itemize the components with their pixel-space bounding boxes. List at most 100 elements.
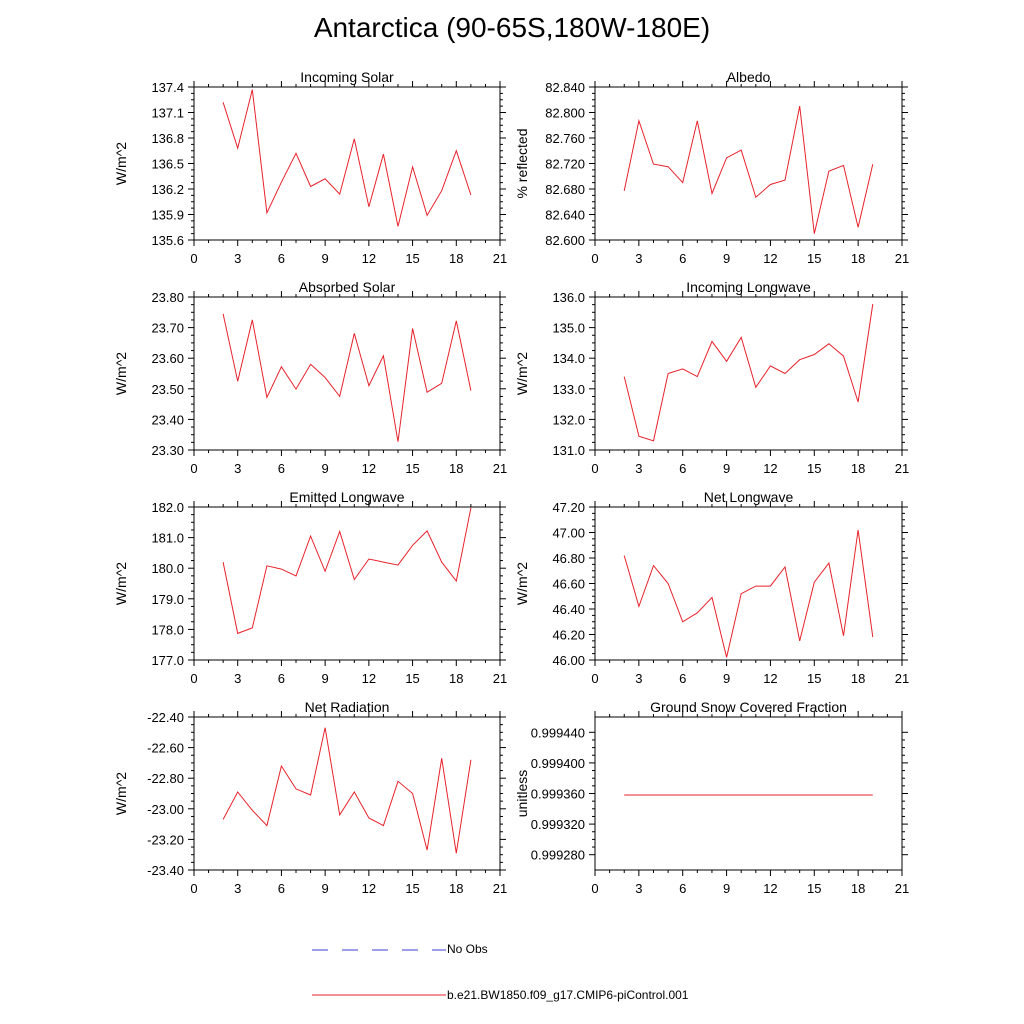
- chart-panel-3: Absorbed Solar W/m^2 0 3 6 9 12 15 18 21 23.30 23.4…: [113, 279, 507, 476]
- y-tick-label: 136.5: [151, 157, 184, 172]
- x-tick-label: 3: [635, 251, 642, 266]
- y-tick-label: 23.50: [151, 382, 184, 397]
- x-tick-label: 6: [679, 461, 686, 476]
- plot-frame: [594, 506, 903, 661]
- y-tick-label: 131.0: [552, 443, 585, 458]
- x-tick-label: 15: [807, 881, 821, 896]
- x-tick-label: 12: [362, 881, 376, 896]
- y-axis-label: W/m^2: [514, 562, 530, 605]
- y-tick-label: 178.0: [151, 622, 184, 637]
- y-tick-label: 23.40: [151, 412, 184, 427]
- y-tick-label: 0.999360: [531, 787, 585, 802]
- x-tick-label: 9: [723, 671, 730, 686]
- y-tick-label: 46.00: [552, 653, 585, 668]
- plot-frame: [594, 296, 903, 451]
- x-tick-label: 9: [723, 251, 730, 266]
- x-tick-label: 3: [234, 881, 241, 896]
- x-tick-label: 15: [807, 251, 821, 266]
- y-tick-label: 137.1: [151, 106, 184, 121]
- y-tick-label: 0.999280: [531, 848, 585, 863]
- x-tick-label: 6: [278, 461, 285, 476]
- x-tick-label: 18: [449, 671, 463, 686]
- y-tick-label: 136.2: [151, 182, 184, 197]
- y-tick-label: 82.600: [545, 233, 585, 248]
- y-tick-label: 136.8: [151, 131, 184, 146]
- x-tick-label: 6: [278, 251, 285, 266]
- x-tick-label: 21: [895, 881, 909, 896]
- x-tick-label: 12: [362, 251, 376, 266]
- y-tick-label: 133.0: [552, 382, 585, 397]
- y-tick-label: 135.9: [151, 208, 184, 223]
- panel-title: Absorbed Solar: [299, 279, 396, 295]
- plot-frame: [193, 716, 501, 871]
- y-tick-label: -23.20: [147, 832, 184, 847]
- y-tick-label: 82.640: [545, 208, 585, 223]
- y-tick-label: 136.0: [552, 290, 585, 305]
- panel-title: Albedo: [727, 69, 771, 85]
- x-tick-label: 0: [190, 461, 197, 476]
- y-axis-label: unitless: [514, 770, 530, 817]
- y-tick-label: 46.80: [552, 551, 585, 566]
- y-tick-label: 82.760: [545, 131, 585, 146]
- x-tick-label: 15: [405, 251, 419, 266]
- x-tick-label: 15: [405, 461, 419, 476]
- y-tick-label: 0.999440: [531, 725, 585, 740]
- series-line: [623, 303, 874, 442]
- plot-frame: [193, 506, 501, 661]
- x-tick-label: 15: [405, 881, 419, 896]
- x-tick-label: 9: [723, 881, 730, 896]
- x-tick-label: 9: [723, 461, 730, 476]
- x-tick-label: 9: [322, 881, 329, 896]
- series-line: [222, 313, 472, 442]
- y-tick-label: 82.800: [545, 106, 585, 121]
- plot-frame: [193, 86, 501, 241]
- x-tick-label: 3: [234, 671, 241, 686]
- y-tick-label: 46.60: [552, 577, 585, 592]
- y-axis-label: W/m^2: [113, 142, 129, 185]
- y-tick-label: 82.680: [545, 182, 585, 197]
- chart-panel-6: Net Longwave W/m^2 0 3 6 9 12 15 18 21 46.00 46.20 4…: [514, 489, 909, 686]
- y-axis-label: W/m^2: [113, 352, 129, 395]
- x-tick-label: 12: [763, 461, 777, 476]
- x-tick-label: 18: [449, 461, 463, 476]
- y-tick-label: -22.60: [147, 741, 184, 756]
- y-tick-label: 134.0: [552, 351, 585, 366]
- y-tick-label: 23.30: [151, 443, 184, 458]
- y-axis-label: W/m^2: [514, 352, 530, 395]
- series-line: [222, 507, 472, 635]
- x-tick-label: 0: [591, 671, 598, 686]
- legend-label-no-obs: No Obs: [447, 942, 488, 956]
- series-line: [222, 727, 472, 854]
- y-tick-label: -23.00: [147, 802, 184, 817]
- x-tick-label: 0: [190, 251, 197, 266]
- chart-panel-8: Ground Snow Covered Fraction unitless 0 3 6 9…: [514, 699, 909, 896]
- x-tick-label: 18: [851, 461, 865, 476]
- y-axis-label: % reflected: [514, 128, 530, 198]
- x-tick-label: 21: [493, 461, 507, 476]
- chart-panel-5: Emitted Longwave W/m^2 0 3 6 9 12 15 18 21 177.0 17…: [113, 489, 507, 686]
- x-tick-label: 21: [895, 251, 909, 266]
- panel-title: Emitted Longwave: [289, 489, 404, 505]
- x-tick-label: 9: [322, 461, 329, 476]
- legend-swatch-model: [312, 994, 446, 996]
- x-tick-label: 6: [278, 881, 285, 896]
- x-tick-label: 9: [322, 671, 329, 686]
- x-tick-label: 3: [234, 251, 241, 266]
- chart-panel-4: Incoming Longwave W/m^2 0 3 6 9 12 15 18 21 131.0 1…: [514, 279, 909, 476]
- y-tick-label: 182.0: [151, 500, 184, 515]
- x-tick-label: 12: [763, 671, 777, 686]
- chart-panel-1: Incoming Solar W/m^2 0 3 6 9 12 15 18 21 135.6 135.…: [113, 69, 507, 266]
- y-tick-label: 82.720: [545, 157, 585, 172]
- x-tick-label: 21: [493, 671, 507, 686]
- x-tick-label: 12: [362, 461, 376, 476]
- x-tick-label: 15: [405, 671, 419, 686]
- x-tick-label: 9: [322, 251, 329, 266]
- y-tick-label: 181.0: [151, 531, 184, 546]
- x-tick-label: 0: [591, 881, 598, 896]
- x-tick-label: 18: [851, 671, 865, 686]
- x-tick-label: 21: [493, 251, 507, 266]
- plot-frame: [594, 716, 903, 871]
- x-tick-label: 0: [591, 461, 598, 476]
- x-tick-label: 0: [190, 671, 197, 686]
- x-tick-label: 6: [278, 671, 285, 686]
